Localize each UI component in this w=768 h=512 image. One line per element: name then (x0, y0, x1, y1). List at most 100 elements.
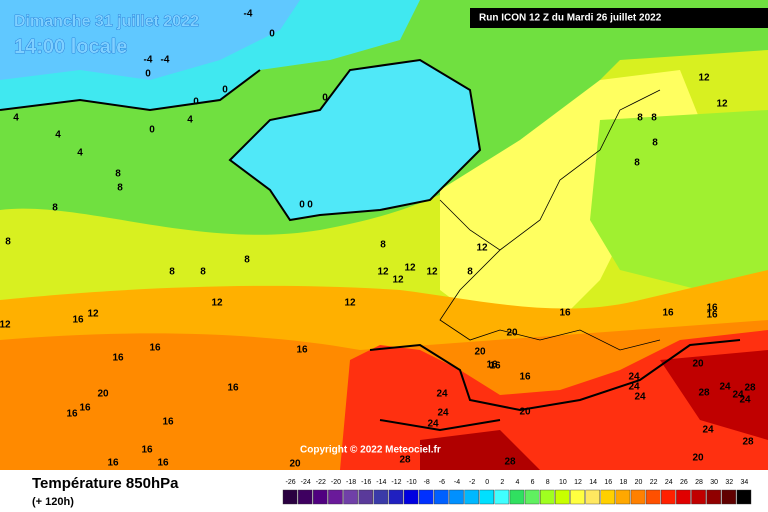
scale-swatch (615, 489, 631, 505)
contour-label: 24 (628, 382, 640, 393)
contour-label: 12 (344, 298, 356, 309)
scale-swatch (328, 489, 343, 505)
scale-label: 34 (741, 479, 749, 486)
footer-lead: (+ 120h) (32, 496, 74, 508)
forecast-time: 14:00 locale (14, 36, 127, 58)
contour-label: 12 (211, 298, 223, 309)
contour-label: 16 (107, 458, 119, 469)
scale-swatch (539, 489, 555, 505)
scale-label: -6 (439, 479, 445, 486)
contour-label: 4 (13, 113, 19, 124)
contour-label: 16 (519, 372, 531, 383)
contour-label: 8 (52, 203, 58, 214)
scale-label: 2 (500, 479, 504, 486)
contour-label: 12 (0, 320, 11, 331)
scale-swatch (691, 489, 706, 505)
mild-zone (590, 110, 768, 300)
scale-swatch (570, 489, 585, 505)
cold-zone (230, 60, 480, 220)
contour-label: 24 (427, 419, 439, 430)
scale-label: 10 (559, 479, 567, 486)
scale-swatch (343, 489, 358, 505)
scale-label: 12 (574, 479, 582, 486)
scale-label: -16 (361, 479, 371, 486)
contour-label: 16 (79, 403, 91, 414)
scale-label: -24 (301, 479, 311, 486)
scale-swatch (509, 489, 525, 505)
scale-swatch (494, 489, 510, 505)
scale-swatch (555, 489, 570, 505)
contour-label: 12 (377, 267, 389, 278)
contour-label: 8 (117, 183, 123, 194)
contour-label: 8 (200, 267, 206, 278)
contour-label: 20 (506, 328, 518, 339)
scale-label: -26 (286, 479, 296, 486)
isotherm (0, 58, 482, 222)
contour-label: 0 (307, 200, 313, 211)
contour-label: 8 (380, 240, 386, 251)
contour-label: 16 (706, 303, 718, 314)
contour-label: 8 (652, 138, 658, 149)
scale-label: -18 (346, 479, 356, 486)
scale-swatch (585, 489, 600, 505)
contour-label: 24 (732, 390, 744, 401)
copyright: Copyright © 2022 Meteociel.fr (300, 445, 441, 456)
contour-label: -4 (244, 9, 253, 20)
contour-label: 4 (187, 115, 193, 126)
scale-swatch (313, 489, 328, 505)
very-hot-zone (420, 430, 540, 470)
scale-swatch (282, 489, 298, 505)
forecast-date: Dimanche 31 juillet 2022 (14, 13, 199, 30)
contour-label: 8 (5, 237, 11, 248)
scale-swatch (358, 489, 373, 505)
scale-label: -10 (407, 479, 417, 486)
scale-swatch (645, 489, 661, 505)
contour-label: 16 (559, 308, 571, 319)
scale-swatch (373, 489, 389, 505)
scale-swatch (524, 489, 540, 505)
contour-label: 20 (97, 389, 109, 400)
scale-label: 8 (546, 479, 550, 486)
contour-label: 8 (651, 113, 657, 124)
contour-label: 16 (112, 353, 124, 364)
contour-label: 8 (467, 267, 473, 278)
scale-label: -4 (454, 479, 460, 486)
contour-label: 16 (162, 417, 174, 428)
scale-swatch (661, 489, 676, 505)
contour-label: 16 (486, 360, 498, 371)
contour-label: 0 (322, 93, 328, 104)
scale-swatch (449, 489, 464, 505)
contour-label: 16 (706, 310, 718, 321)
scale-label: 16 (604, 479, 612, 486)
contour-label: 16 (149, 343, 161, 354)
contour-label: 12 (404, 263, 416, 274)
contour-label: 8 (169, 267, 175, 278)
contour-label: 20 (519, 407, 531, 418)
contour-label: 8 (637, 113, 643, 124)
scale-label: 18 (620, 479, 628, 486)
scale-swatch (388, 489, 404, 505)
contour-label: 16 (662, 308, 674, 319)
scale-swatch (721, 489, 737, 505)
contour-label: 16 (296, 345, 308, 356)
contour-label: 24 (702, 425, 714, 436)
contour-label: 4 (55, 130, 61, 141)
contour-label: 12 (426, 267, 438, 278)
contour-label: 12 (392, 275, 404, 286)
contour-label: 8 (634, 158, 640, 169)
contour-label: 20 (474, 347, 486, 358)
scale-label: -14 (376, 479, 386, 486)
contour-label: 24 (719, 382, 731, 393)
scale-label: 26 (680, 479, 688, 486)
contour-label: 8 (115, 169, 121, 180)
contour-label: 0 (299, 200, 305, 211)
scale-label: -8 (424, 479, 430, 486)
scale-label: 4 (516, 479, 520, 486)
contour-label: -4 (144, 55, 153, 66)
very-hot-zone (660, 350, 768, 440)
scale-label: -20 (331, 479, 341, 486)
run-box (470, 8, 768, 28)
scale-swatch (676, 489, 691, 505)
scale-swatch (297, 489, 313, 505)
